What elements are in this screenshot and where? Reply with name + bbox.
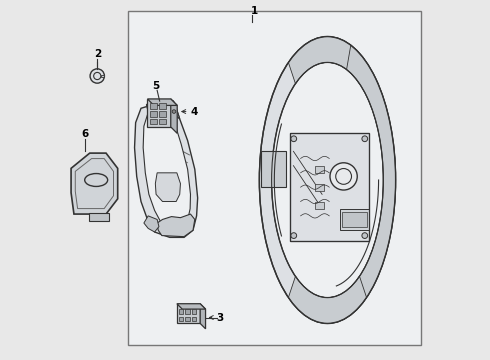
Bar — [159, 111, 166, 117]
Polygon shape — [289, 276, 367, 323]
Ellipse shape — [362, 233, 368, 238]
Polygon shape — [147, 99, 177, 105]
Bar — [315, 184, 324, 191]
Bar — [179, 310, 183, 314]
Ellipse shape — [362, 136, 368, 141]
Polygon shape — [135, 100, 197, 237]
Ellipse shape — [259, 37, 395, 323]
Bar — [149, 119, 157, 125]
Text: 1: 1 — [250, 6, 258, 17]
Bar — [315, 166, 324, 173]
Bar — [192, 310, 196, 314]
Bar — [179, 317, 183, 321]
Polygon shape — [261, 151, 286, 187]
Polygon shape — [177, 304, 200, 323]
Bar — [342, 212, 367, 226]
Text: 2: 2 — [94, 49, 101, 59]
Bar — [101, 75, 104, 77]
Bar — [185, 310, 190, 314]
Text: 6: 6 — [82, 129, 89, 139]
Bar — [89, 213, 109, 221]
Bar — [149, 111, 157, 117]
Bar — [192, 317, 196, 321]
Polygon shape — [71, 153, 118, 214]
Bar — [340, 209, 368, 230]
Bar — [185, 317, 190, 321]
Polygon shape — [155, 173, 180, 202]
Polygon shape — [144, 216, 159, 232]
Ellipse shape — [271, 62, 383, 298]
Ellipse shape — [330, 163, 357, 190]
Bar — [149, 103, 157, 109]
Polygon shape — [290, 134, 368, 241]
Text: 5: 5 — [152, 81, 160, 91]
Text: 3: 3 — [216, 312, 223, 323]
Bar — [128, 12, 421, 345]
Ellipse shape — [291, 233, 296, 238]
Polygon shape — [200, 304, 205, 329]
Ellipse shape — [172, 110, 176, 113]
Polygon shape — [177, 304, 205, 309]
Bar — [159, 103, 166, 109]
Polygon shape — [289, 37, 367, 84]
Polygon shape — [157, 214, 195, 237]
Polygon shape — [346, 45, 395, 315]
Bar — [159, 119, 166, 125]
Polygon shape — [147, 100, 166, 109]
Polygon shape — [164, 100, 180, 119]
Text: 4: 4 — [190, 107, 197, 117]
Polygon shape — [143, 108, 191, 226]
Ellipse shape — [291, 136, 296, 141]
Polygon shape — [147, 99, 171, 127]
Bar — [315, 202, 324, 209]
Polygon shape — [171, 99, 177, 134]
Ellipse shape — [90, 69, 104, 83]
